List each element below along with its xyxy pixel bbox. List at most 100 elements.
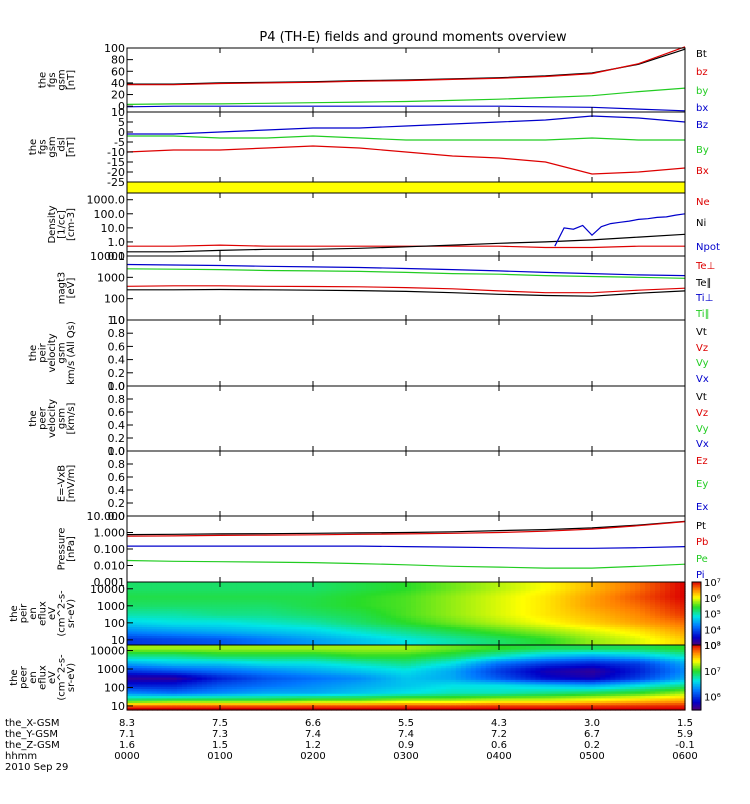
panel-p11: 10⁸10⁷10⁶10000100010010thepeerenefluxeV(… — [9, 641, 721, 713]
spectrogram-cells — [127, 582, 686, 646]
y-tick-label: 10.000 — [87, 510, 126, 523]
y-tick-label: 10.0 — [101, 222, 126, 235]
legend-entry: by — [696, 86, 708, 97]
series-line-Pi — [127, 546, 685, 548]
y-axis-label: E=-VxB[mV/m] — [57, 465, 78, 503]
legend-entry: bz — [696, 67, 708, 78]
series-line-Bt — [127, 49, 685, 84]
y-tick-label: 0.6 — [108, 406, 126, 419]
y-tick-label: 100 — [104, 617, 125, 630]
y-tick-label: 0.100 — [94, 543, 126, 556]
legend-entry: Vy — [696, 424, 709, 435]
y-tick-label: 0.4 — [108, 484, 126, 497]
legend-entry: bx — [696, 103, 708, 114]
y-tick-label: 0.2 — [108, 367, 126, 380]
legend-entry: Te∥ — [695, 278, 712, 289]
legend-entry: Ez — [696, 456, 708, 467]
y-tick-label: 100 — [104, 293, 125, 306]
y-tick-label: 10000 — [90, 250, 125, 263]
y-axis-label: thefgsgsm[nT] — [38, 69, 78, 90]
panel-frame — [127, 516, 685, 582]
y-tick-label: 0.8 — [108, 393, 126, 406]
series-line-By — [127, 136, 685, 140]
y-tick-label: 0.2 — [108, 432, 126, 445]
panel-frame — [127, 112, 685, 182]
y-tick-label: 0.8 — [108, 458, 126, 471]
y-axis-label: Density[1/cc][cm-3] — [47, 205, 77, 243]
y-axis-label: thepeirenefluxeV(cm^2-s-sr-eV) — [9, 590, 77, 637]
colorbar-tick-label: 10⁶ — [704, 594, 721, 605]
y-tick-label: 1000 — [97, 271, 125, 284]
legend-entry: Vt — [696, 327, 707, 338]
panel-frame — [127, 451, 685, 516]
y-axis-label: thepeervelocitygsm[km/s] — [28, 399, 77, 438]
y-tick-label: 0.8 — [108, 327, 126, 340]
panel-p9: PtPbPePi10.0001.0000.1000.0100.001Pressu… — [57, 510, 709, 589]
y-tick-label: 0.6 — [108, 340, 126, 353]
y-axis-label: Pressure[nPa] — [57, 528, 78, 571]
colorbar-tick-label: 10⁷ — [704, 578, 721, 589]
series-line-Npot — [555, 214, 685, 246]
legend-entry: Ti∥ — [695, 309, 710, 320]
series-line-Bx — [127, 146, 685, 174]
series-line-Pe — [127, 561, 685, 569]
y-tick-label: 1.0 — [108, 236, 126, 249]
panel-frame — [127, 386, 685, 451]
y-tick-label: 100.0 — [94, 208, 126, 221]
series-line-Ni — [127, 234, 685, 252]
series-line-Te∥ — [127, 290, 685, 297]
legend-entry: Bz — [696, 120, 708, 131]
legend-entry: Ex — [696, 502, 708, 513]
series-line-Bz — [127, 116, 685, 134]
legend-entry: Vx — [696, 439, 709, 450]
legend-entry: Vx — [696, 374, 709, 385]
legend-entry: Ey — [696, 479, 708, 490]
y-tick-label: 0.6 — [108, 471, 126, 484]
panel-p4: NeNiNpot1000.0100.010.01.00.1Density[1/c… — [47, 193, 720, 263]
y-tick-label: 1000.0 — [87, 194, 126, 207]
legend-entry: Pt — [696, 521, 706, 532]
y-tick-label: 10000 — [90, 583, 125, 596]
spectrogram-cells — [127, 645, 686, 711]
y-tick-label: -25 — [107, 176, 125, 189]
panel-p2: BzByBx1050-5-10-15-20-25thefgsgsm_dsl[nT… — [28, 106, 709, 189]
legend-entry: Ni — [696, 218, 706, 229]
y-tick-label: 1000 — [97, 600, 125, 613]
y-tick-label: 1.000 — [94, 527, 126, 540]
legend-entry: Ne — [696, 197, 710, 208]
panel-frame — [127, 320, 685, 386]
y-tick-label: 0.010 — [94, 560, 126, 573]
figure-title: P4 (TH-E) fields and ground moments over… — [259, 30, 567, 45]
panel-p6: VtVzVyVx1.00.80.60.40.20.0thepeirvelocit… — [28, 314, 709, 393]
legend-entry: Te⊥ — [695, 261, 715, 272]
panel-p10: 10⁷10⁶10⁵10⁴10³10000100010010thepeirenef… — [9, 578, 721, 652]
legend-entry: Npot — [696, 242, 720, 253]
y-tick-label: 0.4 — [108, 354, 126, 367]
legend-entry: Bt — [696, 49, 707, 60]
panel-p7: VtVzVyVx1.00.80.60.40.20.0thepeervelocit… — [28, 380, 709, 458]
y-tick-label: 1.0 — [108, 380, 126, 393]
y-axis-label: magt3[eV] — [57, 272, 78, 305]
legend-entry: Pb — [696, 537, 708, 548]
legend-entry: Vy — [696, 358, 709, 369]
legend-entry: Vt — [696, 392, 707, 403]
legend-entry: Vz — [696, 408, 708, 419]
legend-entry: Pe — [696, 554, 708, 565]
colorbar-tick-label: 10⁵ — [704, 610, 721, 621]
legend-entry: Bx — [696, 166, 709, 177]
colorbar-tick-label: 10⁴ — [704, 625, 721, 636]
series-line-by — [127, 88, 685, 104]
y-tick-label: 1.0 — [108, 314, 126, 327]
y-axis-label: thefgsgsm_dsl[nT] — [28, 136, 77, 157]
legend-entry: By — [696, 145, 709, 156]
y-axis-label: thepeirvelocitygsmkm/s (All Qs) — [28, 321, 77, 385]
y-tick-label: 1.0 — [108, 445, 126, 458]
y-tick-label: 0.4 — [108, 419, 126, 432]
legend-entry: Vz — [696, 343, 708, 354]
legend-entry: Ti⊥ — [695, 293, 713, 304]
